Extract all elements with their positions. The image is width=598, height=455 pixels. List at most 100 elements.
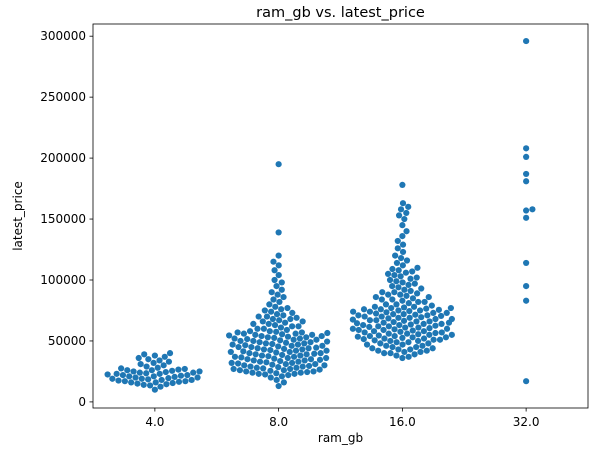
data-point (302, 357, 308, 363)
data-point (248, 344, 254, 350)
data-point (157, 384, 163, 390)
data-point (270, 296, 276, 302)
data-point (279, 352, 285, 358)
data-point (228, 349, 234, 355)
data-point (369, 345, 375, 351)
data-point (277, 358, 283, 364)
data-point (145, 356, 151, 362)
data-point (281, 346, 287, 352)
data-point (289, 323, 295, 329)
data-point (252, 332, 258, 338)
x-tick-label: 16.0 (389, 415, 416, 429)
data-point (293, 348, 299, 354)
data-point (176, 379, 182, 385)
data-point (400, 242, 406, 248)
data-point (139, 376, 145, 382)
data-point (523, 283, 529, 289)
data-point (226, 332, 232, 338)
data-point (268, 374, 274, 380)
data-point (134, 381, 140, 387)
data-point (379, 313, 385, 319)
data-point (392, 333, 398, 339)
data-point (254, 365, 260, 371)
data-point (163, 381, 169, 387)
data-point (271, 335, 277, 341)
data-point (285, 355, 291, 361)
data-point (317, 367, 323, 373)
data-point (523, 298, 529, 304)
data-point (430, 310, 436, 316)
data-point (399, 342, 405, 348)
data-point (391, 289, 397, 295)
data-point (432, 330, 438, 336)
data-point (276, 161, 282, 167)
data-point (438, 321, 444, 327)
data-point (124, 367, 130, 373)
chart-title: ram_gb vs. latest_price (256, 5, 425, 21)
data-point (414, 274, 420, 280)
y-tick-label: 250000 (40, 90, 86, 104)
y-tick-label: 300000 (40, 29, 86, 43)
data-point (300, 318, 306, 324)
data-point (237, 367, 243, 373)
data-point (449, 332, 455, 338)
data-point (372, 304, 378, 310)
data-point (182, 366, 188, 372)
data-point (141, 351, 147, 357)
data-point (399, 335, 405, 341)
data-point (394, 260, 400, 266)
data-point (269, 289, 275, 295)
data-point (426, 318, 432, 324)
data-point (523, 215, 529, 221)
data-point (426, 332, 432, 338)
data-point (377, 340, 383, 346)
data-point (399, 182, 405, 188)
data-point (523, 171, 529, 177)
data-point (381, 335, 387, 341)
data-point (242, 342, 248, 348)
data-point (312, 361, 318, 367)
data-point (401, 349, 407, 355)
data-point (422, 299, 428, 305)
y-tick-label: 100000 (40, 273, 86, 287)
data-point (278, 324, 284, 330)
data-point (153, 379, 159, 385)
data-point (523, 145, 529, 151)
data-point (297, 335, 303, 341)
data-point (391, 272, 397, 278)
data-point (166, 359, 172, 365)
data-point (261, 326, 267, 332)
data-point (258, 333, 264, 339)
data-point (272, 304, 278, 310)
data-point (270, 259, 276, 265)
data-point (400, 279, 406, 285)
data-point (152, 387, 158, 393)
data-point (395, 307, 401, 313)
data-point (361, 306, 367, 312)
data-point (378, 306, 384, 312)
data-point (284, 305, 290, 311)
data-point (273, 349, 279, 355)
data-point (319, 343, 325, 349)
data-point (419, 343, 425, 349)
data-point (250, 338, 256, 344)
data-point (403, 293, 409, 299)
data-point (444, 326, 450, 332)
data-point (393, 278, 399, 284)
data-point (278, 306, 284, 312)
x-axis-label: ram_gb (318, 431, 363, 445)
data-point (350, 326, 356, 332)
data-point (282, 320, 288, 326)
data-point (270, 316, 276, 322)
data-point (418, 314, 424, 320)
data-point (366, 324, 372, 330)
data-point (319, 333, 325, 339)
data-point (289, 343, 295, 349)
data-point (407, 276, 413, 282)
data-point (279, 287, 285, 293)
data-point (291, 337, 297, 343)
data-point (403, 228, 409, 234)
data-point (375, 348, 381, 354)
data-point (375, 323, 381, 329)
data-point (432, 316, 438, 322)
